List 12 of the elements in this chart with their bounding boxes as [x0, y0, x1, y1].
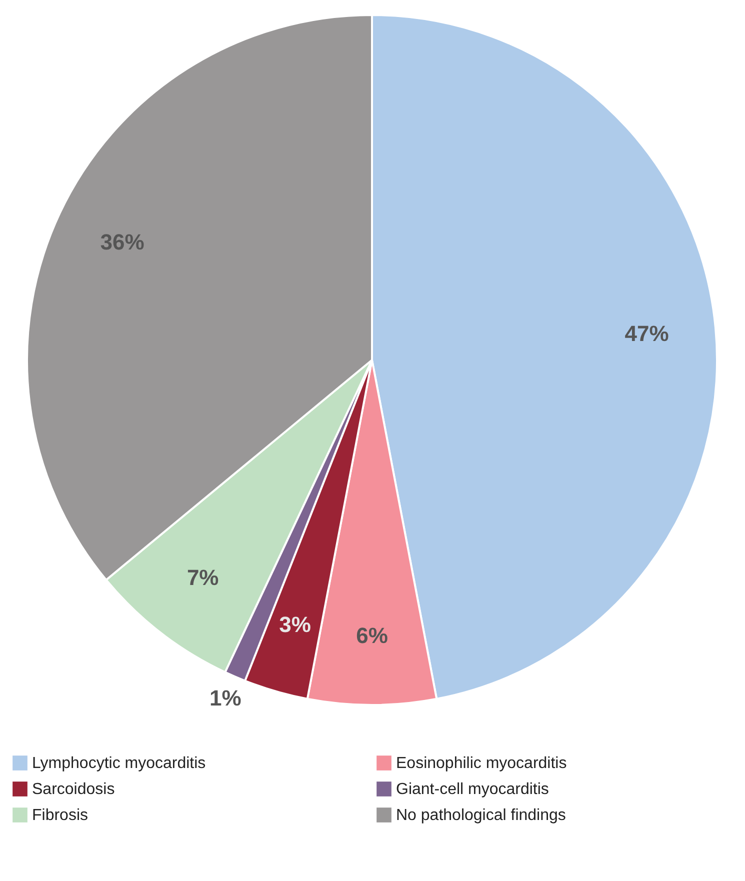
- data-label: 3%: [279, 612, 311, 638]
- legend-label: Giant-cell myocarditis: [396, 781, 549, 798]
- legend-label: Fibrosis: [32, 807, 88, 824]
- data-label: 7%: [186, 565, 219, 590]
- legend-label: Sarcoidosis: [32, 781, 115, 798]
- legend-label: Lymphocytic myocarditis: [32, 755, 206, 772]
- data-label: 36%: [100, 229, 144, 254]
- data-label: 1%: [210, 686, 242, 711]
- data-label: 47%: [624, 321, 669, 346]
- legend-label: Eosinophilic myocarditis: [396, 755, 567, 772]
- data-label: 6%: [356, 623, 388, 648]
- legend-label: No pathological findings: [396, 807, 566, 824]
